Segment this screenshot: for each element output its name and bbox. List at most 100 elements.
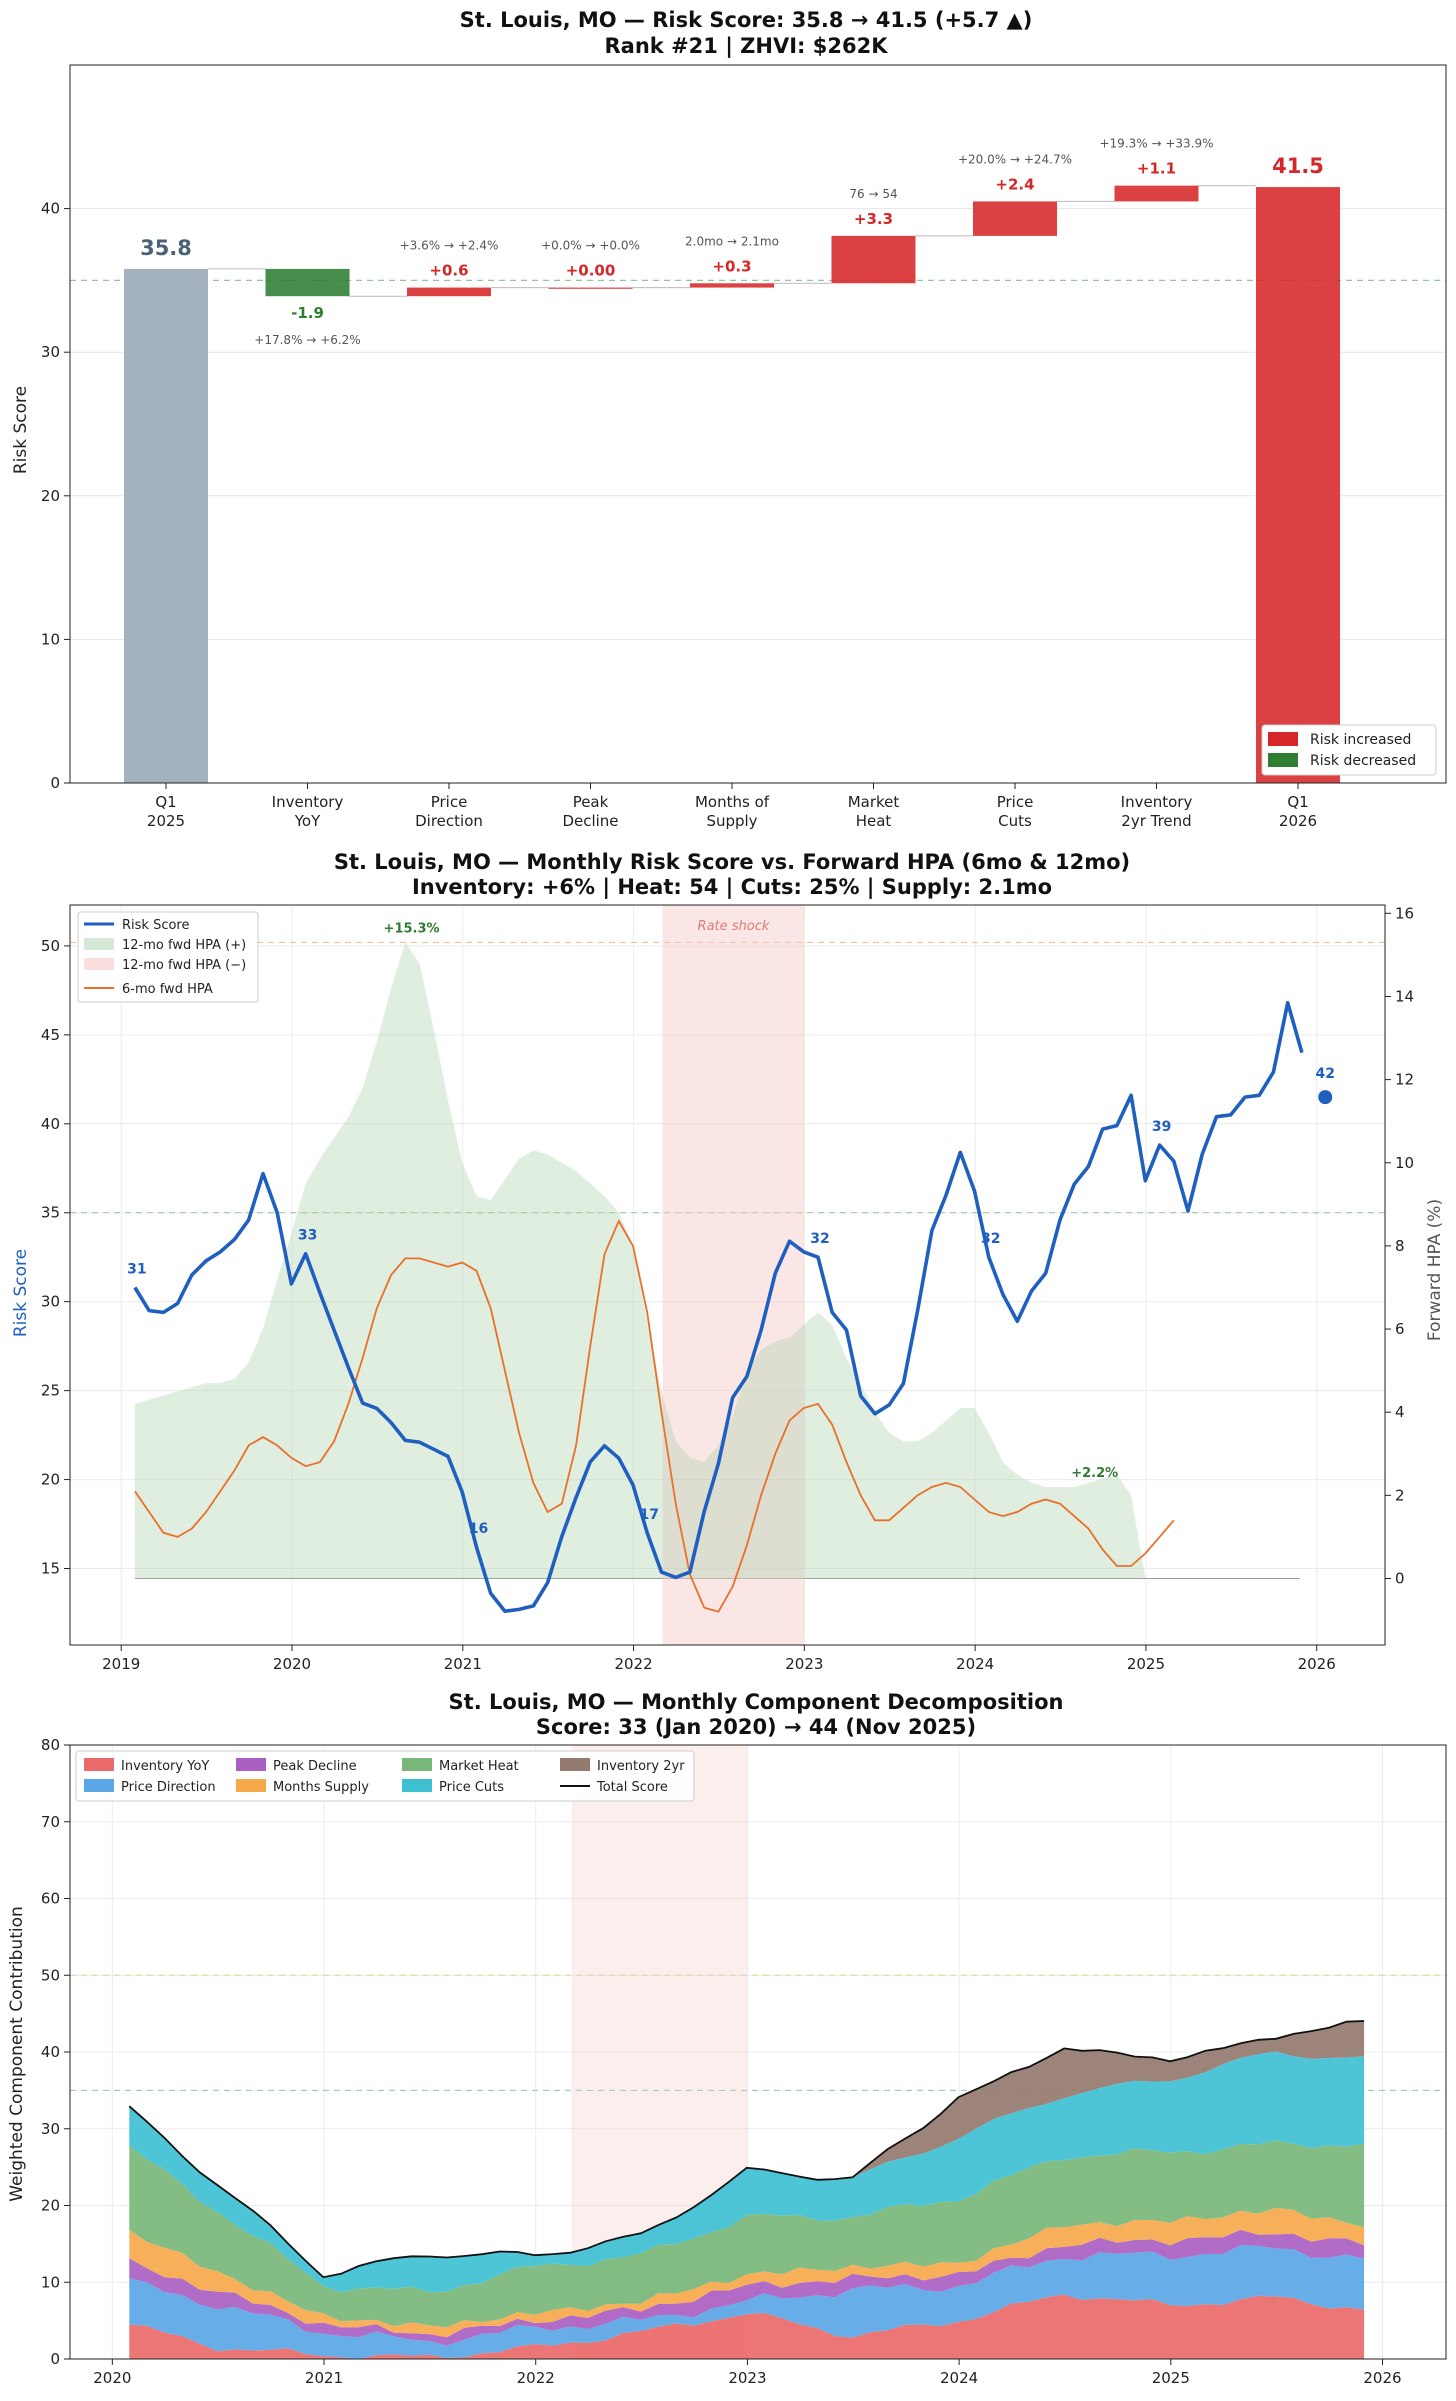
legend-label-hpa-pos: 12-mo fwd HPA (+) — [122, 938, 246, 953]
decomp-legend-label: Total Score — [596, 1780, 668, 1795]
waterfall-change-note: +3.6% → +2.4% — [400, 239, 499, 253]
decomp-ytick-label: 80 — [41, 1736, 60, 1754]
risk-score-annotation: 33 — [298, 1228, 317, 1244]
waterfall-delta-label: +0.6 — [429, 262, 468, 280]
waterfall-value-label: 41.5 — [1272, 154, 1324, 178]
hpa-ytick-label-left: 30 — [41, 1293, 60, 1311]
waterfall-ytick-label: 20 — [41, 487, 60, 505]
legend-label-decrease: Risk decreased — [1310, 753, 1416, 769]
waterfall-bar-delta — [266, 269, 350, 296]
risk-score-annotation: 32 — [981, 1231, 1000, 1247]
waterfall-xtick-label-2: Heat — [856, 812, 892, 830]
decomp-legend-swatch — [402, 1779, 432, 1792]
hpa-title-line1: St. Louis, MO — Monthly Risk Score vs. F… — [334, 850, 1130, 874]
waterfall-ytick-label: 0 — [50, 774, 60, 792]
waterfall-xtick-label-2: YoY — [294, 812, 321, 830]
waterfall-ytick-label: 40 — [41, 200, 60, 218]
legend-swatch-increase — [1268, 732, 1298, 746]
hpa-xtick-label: 2023 — [785, 1655, 823, 1673]
waterfall-xtick-label-1: Peak — [573, 793, 609, 811]
waterfall-bar-delta — [832, 236, 916, 283]
waterfall-change-note: 76 → 54 — [849, 187, 897, 201]
risk-score-annotation: 39 — [1152, 1119, 1171, 1135]
waterfall-xtick-label-2: Supply — [706, 812, 757, 830]
decomp-legend-label: Peak Decline — [273, 1759, 357, 1774]
decomp-legend-label: Inventory YoY — [121, 1759, 209, 1774]
rate-shock-label: Rate shock — [698, 919, 770, 934]
legend-swatch-hpa-pos — [84, 938, 114, 950]
decomp-legend-swatch — [236, 1758, 266, 1771]
hpa12-annotation: +15.3% — [384, 921, 440, 936]
hpa-xtick-label: 2021 — [444, 1655, 482, 1673]
chart-figure: St. Louis, MO — Risk Score: 35.8 → 41.5 … — [0, 0, 1456, 2401]
hpa-ytick-label-left: 15 — [41, 1560, 60, 1578]
risk-score-final-label: 42 — [1315, 1066, 1334, 1082]
waterfall-delta-label: +0.3 — [712, 257, 751, 275]
waterfall-value-label: 35.8 — [140, 236, 192, 260]
hpa-ytick-label-left: 45 — [41, 1026, 60, 1044]
waterfall-delta-label: +1.1 — [1137, 160, 1176, 178]
waterfall-delta-label: -1.9 — [291, 304, 324, 322]
decomp-xtick-label: 2026 — [1363, 2369, 1401, 2387]
decomp-xtick-label: 2023 — [728, 2369, 766, 2387]
hpa-xtick-label: 2022 — [614, 1655, 652, 1673]
hpa-ytick-label-right: 8 — [1395, 1237, 1405, 1255]
decomp-ytick-label: 50 — [41, 1966, 60, 1984]
hpa-xtick-label: 2025 — [1127, 1655, 1165, 1673]
risk-score-annotation: 32 — [810, 1231, 829, 1247]
hpa-ytick-label-right: 6 — [1395, 1320, 1405, 1338]
decomp-legend-swatch — [84, 1779, 114, 1792]
decomp-legend: Inventory YoY Price Direction Peak Decline… — [76, 1751, 694, 1801]
hpa-ytick-label-left: 40 — [41, 1115, 60, 1133]
decomp-ytick-label: 10 — [41, 2273, 60, 2291]
hpa-ylabel-left: Risk Score — [11, 1249, 31, 1337]
waterfall-bar-delta — [973, 201, 1057, 235]
waterfall-xtick-label-1: Price — [431, 793, 468, 811]
waterfall-xtick-label-2: 2yr Trend — [1121, 812, 1191, 830]
legend-swatch-hpa-neg — [84, 958, 114, 970]
waterfall-ytick-label: 30 — [41, 343, 60, 361]
hpa-xtick-label: 2020 — [273, 1655, 311, 1673]
waterfall-xtick-label-1: Market — [848, 793, 900, 811]
decomp-legend-swatch — [236, 1779, 266, 1792]
decomp-xtick-label: 2020 — [93, 2369, 131, 2387]
waterfall-change-note: +0.0% → +0.0% — [541, 239, 640, 253]
hpa-legend: Risk Score 12-mo fwd HPA (+) 12-mo fwd H… — [78, 912, 258, 1002]
waterfall-xtick-label-2: 2025 — [147, 812, 185, 830]
hpa-ytick-label-right: 10 — [1395, 1154, 1414, 1172]
legend-label-hpa-neg: 12-mo fwd HPA (−) — [122, 958, 246, 973]
decomp-legend-label: Price Cuts — [439, 1780, 504, 1795]
decomp-ylabel: Weighted Component Contribution — [7, 1906, 27, 2202]
decomp-ytick-label: 70 — [41, 1813, 60, 1831]
waterfall-xtick-label-1: Q1 — [155, 793, 176, 811]
risk-score-final-point — [1318, 1090, 1332, 1104]
decomp-ytick-label: 20 — [41, 2197, 60, 2215]
hpa-ytick-label-left: 50 — [41, 937, 60, 955]
decomp-legend-swatch — [402, 1758, 432, 1771]
decomp-xtick-label: 2022 — [517, 2369, 555, 2387]
waterfall-bar-start — [124, 269, 208, 783]
waterfall-bar-delta — [1115, 186, 1199, 202]
decomp-xtick-label: 2025 — [1152, 2369, 1190, 2387]
hpa-ytick-label-left: 20 — [41, 1471, 60, 1489]
waterfall-title-line1: St. Louis, MO — Risk Score: 35.8 → 41.5 … — [460, 8, 1033, 32]
decomp-xtick-label: 2024 — [940, 2369, 978, 2387]
legend-label-increase: Risk increased — [1310, 732, 1411, 748]
waterfall-xtick-label-2: 2026 — [1279, 812, 1317, 830]
hpa-xtick-label: 2026 — [1298, 1655, 1336, 1673]
hpa-ytick-label-left: 35 — [41, 1204, 60, 1222]
decomp-legend-swatch — [84, 1758, 114, 1771]
hpa-ylabel-right: Forward HPA (%) — [1425, 1199, 1445, 1341]
waterfall-xtick-label-1: Months of — [695, 793, 770, 811]
waterfall-bar-delta — [549, 288, 633, 289]
hpa-ytick-label-right: 2 — [1395, 1486, 1405, 1504]
decomp-ytick-label: 30 — [41, 2120, 60, 2138]
decomp-legend-swatch — [560, 1758, 590, 1771]
hpa-ytick-label-left: 25 — [41, 1382, 60, 1400]
decomp-legend-label: Inventory 2yr — [597, 1759, 685, 1774]
waterfall-bar-delta — [690, 283, 774, 287]
decomp-legend-label: Months Supply — [273, 1780, 369, 1795]
decomp-ytick-label: 60 — [41, 1890, 60, 1908]
decomp-title-line1: St. Louis, MO — Monthly Component Decomp… — [449, 1690, 1064, 1714]
decomp-title-line2: Score: 33 (Jan 2020) → 44 (Nov 2025) — [536, 1715, 976, 1739]
